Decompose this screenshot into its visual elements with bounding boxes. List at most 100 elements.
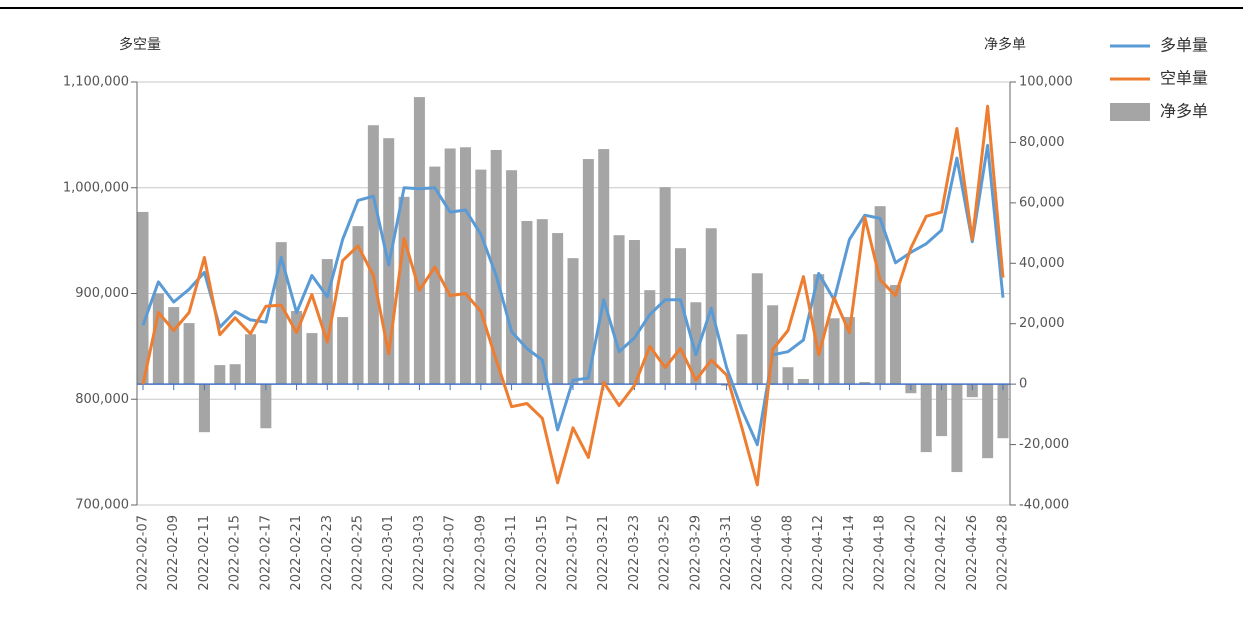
bar [413, 97, 425, 385]
x-tick-label: 2022-03-29 [688, 515, 703, 591]
bar [490, 149, 502, 385]
x-tick-label: 2022-04-26 [965, 515, 980, 591]
x-tick-label: 2022-03-03 [412, 515, 427, 591]
y2-tick-label: 0 [1019, 377, 1027, 392]
line [141, 104, 1005, 487]
bar [168, 307, 180, 385]
y-tick-label: 900,000 [75, 286, 129, 301]
x-tick-label: 2022-02-23 [320, 515, 335, 591]
bar [843, 317, 855, 385]
bar [475, 169, 487, 385]
x-tick-label: 2022-03-09 [473, 515, 488, 591]
x-tick-label: 2022-03-17 [566, 515, 581, 591]
y-tick-label: 1,000,000 [63, 180, 129, 195]
y2-tick-label: 100,000 [1019, 75, 1073, 90]
y2-tick-label: -40,000 [1019, 498, 1069, 513]
bar [429, 166, 441, 385]
bar [751, 273, 763, 385]
x-tick-label: 2022-04-14 [842, 515, 857, 591]
bar [997, 384, 1009, 439]
x-tick-label: 2022-02-15 [228, 515, 243, 591]
bar [245, 334, 256, 385]
legend-label: 净多单 [1160, 102, 1208, 121]
x-tick-label: 2022-03-11 [504, 515, 519, 591]
x-tick-label: 2022-02-21 [289, 515, 304, 591]
bar [690, 302, 702, 385]
y2-tick-label: 20,000 [1019, 316, 1065, 331]
bar [367, 125, 379, 385]
bar [966, 384, 978, 398]
bar [444, 148, 456, 385]
bar [291, 311, 303, 385]
bar [229, 364, 241, 385]
bar [920, 384, 932, 453]
bar [152, 293, 164, 385]
x-tick-label: 2022-03-07 [443, 515, 458, 591]
x-tick-label: 2022-03-01 [381, 515, 396, 591]
bar [198, 384, 210, 433]
bar [736, 334, 748, 385]
bar [536, 219, 548, 385]
bar [797, 379, 809, 385]
y2-tick-label: -20,000 [1019, 437, 1069, 452]
bar [951, 384, 963, 473]
y2-tick-label: 40,000 [1019, 256, 1065, 271]
x-tick-label: 2022-04-22 [934, 515, 949, 591]
bar [552, 233, 564, 385]
x-tick-label: 2022-02-09 [166, 515, 181, 591]
legend-label: 空单量 [1160, 69, 1208, 88]
x-tick-label: 2022-04-28 [996, 515, 1011, 591]
bar [782, 367, 794, 385]
bar [813, 274, 825, 385]
bar [337, 317, 349, 385]
bar [260, 384, 272, 429]
bar [828, 318, 840, 385]
x-tick-label: 2022-02-07 [136, 515, 151, 591]
bar [183, 323, 195, 385]
legend-label: 多单量 [1160, 36, 1208, 55]
bar [275, 242, 287, 385]
x-tick-label: 2022-03-21 [596, 515, 611, 591]
y-axis-title: 多空量 [119, 36, 161, 53]
x-tick-label: 2022-04-12 [811, 515, 826, 591]
bar [890, 285, 901, 385]
legend-swatch [1110, 103, 1150, 121]
bar [567, 258, 579, 385]
x-tick-label: 2022-03-25 [658, 515, 673, 591]
x-tick-label: 2022-03-15 [535, 515, 550, 591]
bar [767, 305, 779, 385]
y2-tick-label: 80,000 [1019, 135, 1065, 150]
x-tick-label: 2022-04-18 [873, 515, 888, 591]
bar [859, 382, 871, 385]
y-tick-label: 1,100,000 [63, 75, 129, 90]
x-tick-label: 2022-02-11 [197, 515, 212, 591]
bar [137, 211, 149, 385]
y-tick-label: 700,000 [75, 498, 129, 513]
x-tick-label: 2022-04-20 [903, 515, 918, 591]
bar [705, 228, 717, 385]
bar [214, 365, 226, 385]
bar [659, 187, 671, 385]
bar [874, 206, 886, 385]
bar [628, 240, 640, 385]
y2-tick-label: 60,000 [1019, 195, 1065, 210]
x-tick-label: 2022-04-06 [750, 515, 765, 591]
bar [460, 147, 471, 385]
line [141, 143, 1005, 447]
x-tick-label: 2022-03-23 [627, 515, 642, 591]
x-tick-label: 2022-02-17 [258, 515, 273, 591]
bar [613, 235, 625, 385]
bar [352, 226, 364, 385]
y2-axis-title: 净多单 [984, 36, 1026, 53]
bar [306, 333, 318, 385]
x-tick-label: 2022-04-08 [781, 515, 796, 591]
bar [982, 384, 994, 459]
bar [675, 248, 686, 385]
bar [644, 290, 656, 385]
bar [582, 159, 594, 385]
bar [936, 384, 948, 437]
bar [398, 196, 410, 385]
x-tick-label: 2022-02-25 [351, 515, 366, 591]
